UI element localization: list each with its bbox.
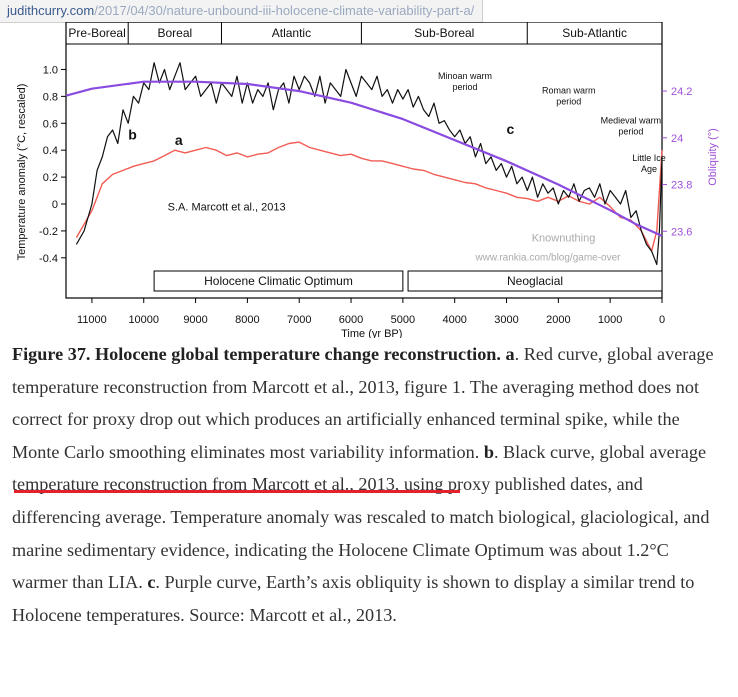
annotation-line: Roman warm bbox=[542, 86, 596, 96]
figure-caption: Figure 37. Holocene global temperature c… bbox=[12, 344, 714, 625]
annotation-text: www.rankia.com/blog/game-over bbox=[474, 253, 621, 264]
holocene-chart: Pre-Boreal Boreal Atlantic Sub-Boreal Sub-At… bbox=[16, 22, 719, 338]
caption-b-label: b bbox=[483, 441, 494, 462]
x-tick-label: 7000 bbox=[287, 314, 311, 326]
caption-highlight: smoothing eliminates most variability in… bbox=[109, 441, 475, 462]
y2-tick-label: 24.2 bbox=[671, 86, 692, 98]
y2-tick-label: 23.6 bbox=[671, 226, 692, 238]
annotation-text: Knownuthing bbox=[532, 233, 596, 245]
y-tick-label: 0.8 bbox=[43, 91, 58, 103]
period-label: Pre-Boreal bbox=[68, 26, 125, 40]
y-tick-label: 0.4 bbox=[43, 145, 58, 157]
series-c-line bbox=[65, 80, 663, 237]
annotation-line: Minoan warm bbox=[438, 71, 492, 81]
x-tick-label: 1000 bbox=[598, 314, 622, 326]
url-domain[interactable]: judithcurry.com bbox=[7, 3, 95, 18]
caption-b-text: Black curve, global average temperature … bbox=[12, 441, 710, 593]
annotation-line: Age bbox=[641, 164, 657, 174]
y2-tick-label: 23.8 bbox=[671, 180, 692, 192]
x-tick-label: 6000 bbox=[339, 314, 363, 326]
x-tick-label: 5000 bbox=[391, 314, 415, 326]
period-label: Atlantic bbox=[272, 26, 311, 40]
x-tick-label: 8000 bbox=[235, 314, 259, 326]
x-tick-label: 11000 bbox=[77, 314, 107, 326]
caption-c-text: Purple curve, Earth’s axis obliquity is … bbox=[12, 572, 695, 625]
annotation-line: period bbox=[618, 126, 643, 136]
y2-axis-label: Obliquity (°) bbox=[707, 128, 719, 186]
caption-a-text: Red curve, global average temperature re… bbox=[12, 344, 714, 462]
x-tick-label: 3000 bbox=[494, 314, 518, 326]
y-tick-label: 0.2 bbox=[43, 172, 58, 184]
y-tick-label: 1.0 bbox=[43, 64, 58, 76]
series-a-line bbox=[75, 141, 663, 252]
period-box bbox=[407, 270, 663, 292]
period-box-label: Neoglacial bbox=[507, 274, 563, 288]
caption-title: Figure 37. Holocene global temperature c… bbox=[12, 344, 497, 364]
annotation-text: S.A. Marcott et al., 2013 bbox=[168, 202, 286, 214]
x-tick-label: 10000 bbox=[128, 314, 159, 326]
url-path[interactable]: /2017/04/30/nature-unbound-iii-holocene-… bbox=[94, 3, 475, 18]
label-a: a bbox=[175, 132, 183, 148]
period-label: Boreal bbox=[157, 26, 192, 40]
label-b: b bbox=[128, 126, 137, 142]
period-label: Sub-Boreal bbox=[414, 26, 474, 40]
x-tick-label: 4000 bbox=[442, 314, 466, 326]
x-tick-label: 2000 bbox=[546, 314, 570, 326]
x-tick-label: 9000 bbox=[183, 314, 207, 326]
y-tick-label: -0.4 bbox=[39, 253, 58, 265]
series-b-line bbox=[75, 62, 663, 266]
red-underline bbox=[14, 490, 460, 493]
x-axis-label: Time (yr BP) bbox=[341, 328, 402, 338]
caption-a-label: a bbox=[505, 344, 515, 364]
caption-c-label: c bbox=[147, 572, 156, 593]
annotation-line: period bbox=[556, 97, 581, 107]
url-bar[interactable]: judithcurry.com/2017/04/30/nature-unboun… bbox=[0, 0, 484, 23]
annotation-line: Medieval warm bbox=[601, 115, 662, 125]
period-box bbox=[153, 270, 404, 292]
y-tick-label: -0.2 bbox=[39, 226, 58, 238]
y2-tick-label: 24 bbox=[671, 133, 683, 145]
x-tick-label: 0 bbox=[659, 314, 665, 326]
y-tick-label: 0.6 bbox=[43, 118, 58, 130]
y-tick-label: 0 bbox=[52, 199, 58, 211]
label-c: c bbox=[507, 121, 515, 137]
annotation-line: period bbox=[453, 82, 478, 92]
y-axis-label: Temperature anomaly (°C, rescaled) bbox=[16, 84, 28, 261]
period-box-label: Holocene Climatic Optimum bbox=[204, 274, 353, 288]
period-label: Sub-Atlantic bbox=[562, 26, 627, 40]
annotation-line: Little Ice bbox=[632, 153, 666, 163]
